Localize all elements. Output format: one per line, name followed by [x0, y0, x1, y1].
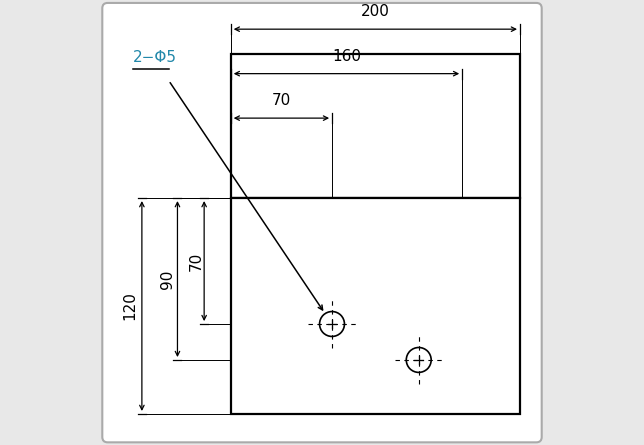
Bar: [231, 198, 520, 414]
Text: 70: 70: [272, 93, 291, 108]
Bar: [231, 54, 520, 198]
Text: 200: 200: [361, 4, 390, 20]
Text: 120: 120: [122, 291, 137, 320]
Text: 2−Φ5: 2−Φ5: [133, 50, 177, 65]
Text: 160: 160: [332, 49, 361, 64]
Text: 90: 90: [160, 269, 175, 289]
Text: 70: 70: [189, 251, 204, 271]
FancyBboxPatch shape: [102, 3, 542, 442]
